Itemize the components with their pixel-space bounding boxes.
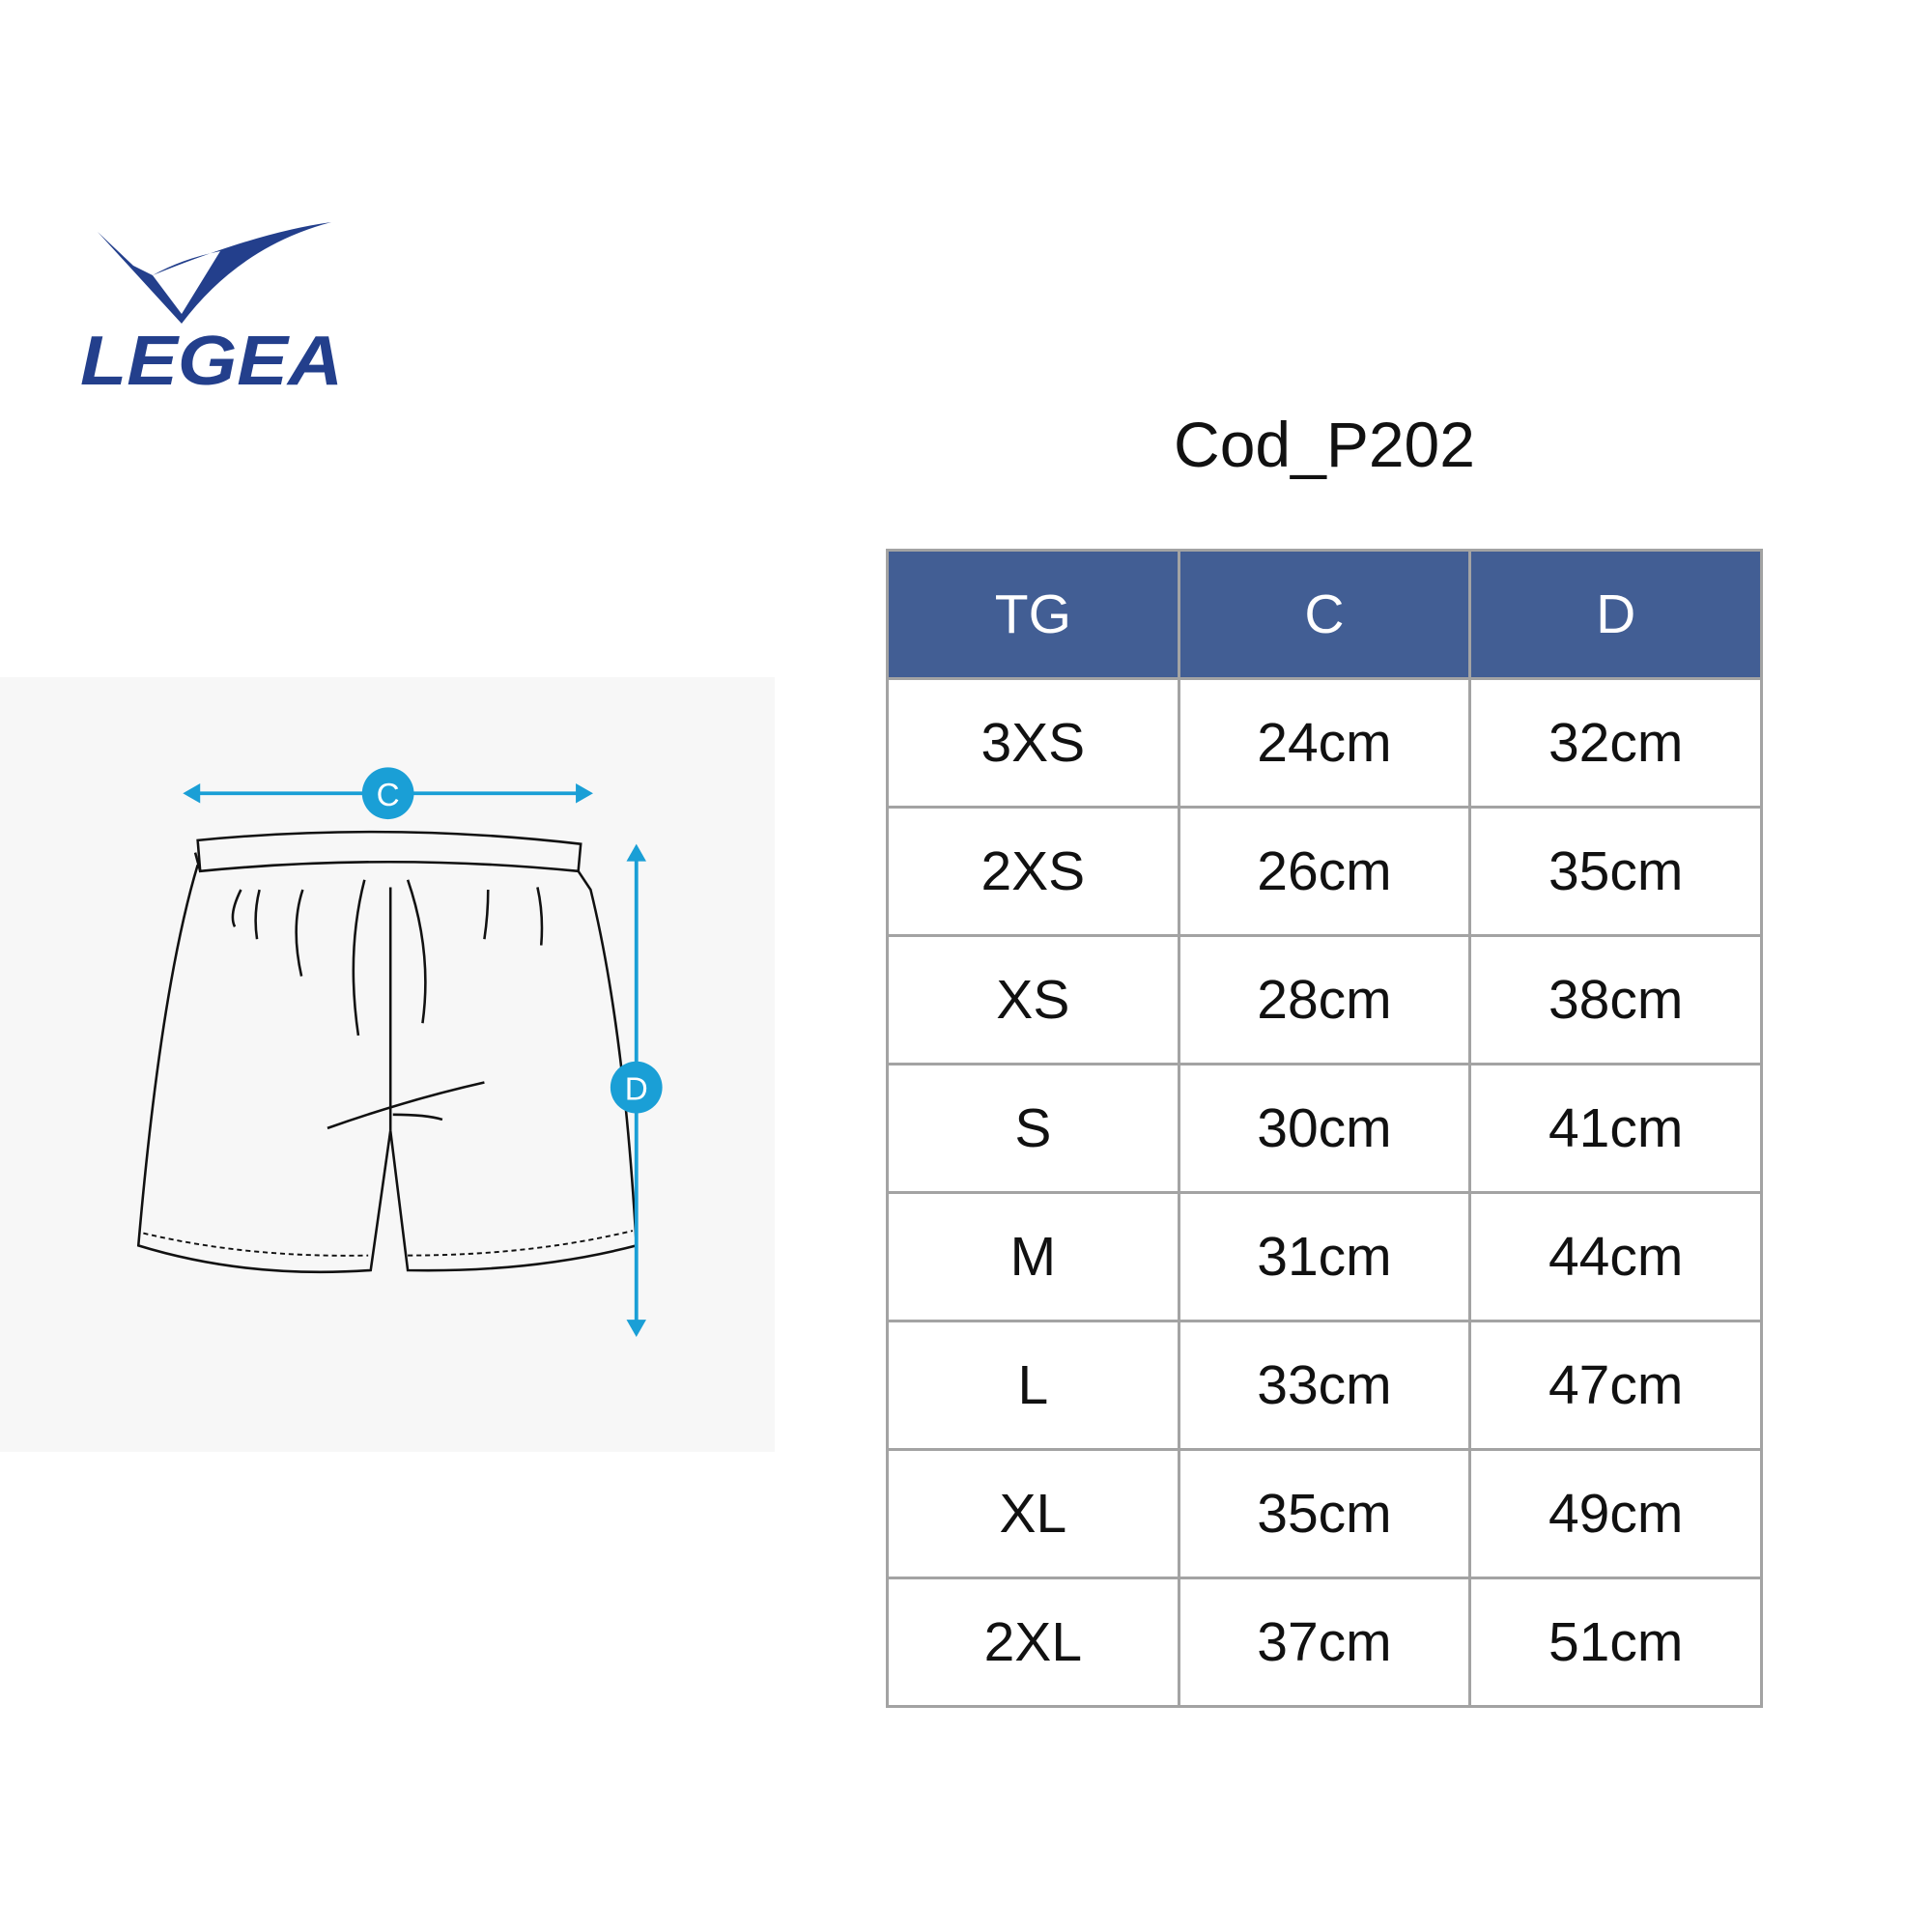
column-header-c: C (1177, 549, 1472, 680)
cell-size: M (886, 1191, 1180, 1322)
cell-size: S (886, 1063, 1180, 1194)
cell-size: 2XS (886, 806, 1180, 937)
shorts-measurement-diagram: C D (0, 677, 775, 1452)
table-row: 3XS 24cm 32cm (886, 677, 1763, 809)
svg-text:LEGEA: LEGEA (80, 323, 343, 388)
cell-c: 33cm (1177, 1320, 1472, 1451)
table-row: 2XL 37cm 51cm (886, 1577, 1763, 1708)
cell-c: 31cm (1177, 1191, 1472, 1322)
cell-size: L (886, 1320, 1180, 1451)
cell-d: 35cm (1468, 806, 1763, 937)
cell-size: 2XL (886, 1577, 1180, 1708)
cell-c: 35cm (1177, 1448, 1472, 1579)
cell-c: 30cm (1177, 1063, 1472, 1194)
measure-label-c: C (377, 778, 400, 813)
column-header-size: TG (886, 549, 1180, 680)
cell-d: 49cm (1468, 1448, 1763, 1579)
product-code-title: Cod_P202 (1174, 409, 1475, 480)
cell-size: XS (886, 934, 1180, 1065)
legea-logo: LEGEA (75, 222, 348, 400)
cell-c: 26cm (1177, 806, 1472, 937)
size-chart-table: TG C D 3XS 24cm 32cm 2XS 26cm 35cm XS 28cm 38cm S… (886, 549, 1763, 1708)
table-row: 2XS 26cm 35cm (886, 806, 1763, 937)
cell-size: XL (886, 1448, 1180, 1579)
table-row: S 30cm 41cm (886, 1063, 1763, 1194)
cell-d: 44cm (1468, 1191, 1763, 1322)
cell-size: 3XS (886, 677, 1180, 809)
cell-c: 24cm (1177, 677, 1472, 809)
cell-d: 38cm (1468, 934, 1763, 1065)
measure-label-d: D (625, 1071, 648, 1107)
table-row: L 33cm 47cm (886, 1320, 1763, 1451)
table-header-row: TG C D (886, 549, 1763, 680)
table-row: M 31cm 44cm (886, 1191, 1763, 1322)
cell-d: 47cm (1468, 1320, 1763, 1451)
cell-c: 28cm (1177, 934, 1472, 1065)
cell-d: 41cm (1468, 1063, 1763, 1194)
cell-c: 37cm (1177, 1577, 1472, 1708)
table-row: XS 28cm 38cm (886, 934, 1763, 1065)
table-row: XL 35cm 49cm (886, 1448, 1763, 1579)
cell-d: 51cm (1468, 1577, 1763, 1708)
column-header-d: D (1468, 549, 1763, 680)
cell-d: 32cm (1468, 677, 1763, 809)
